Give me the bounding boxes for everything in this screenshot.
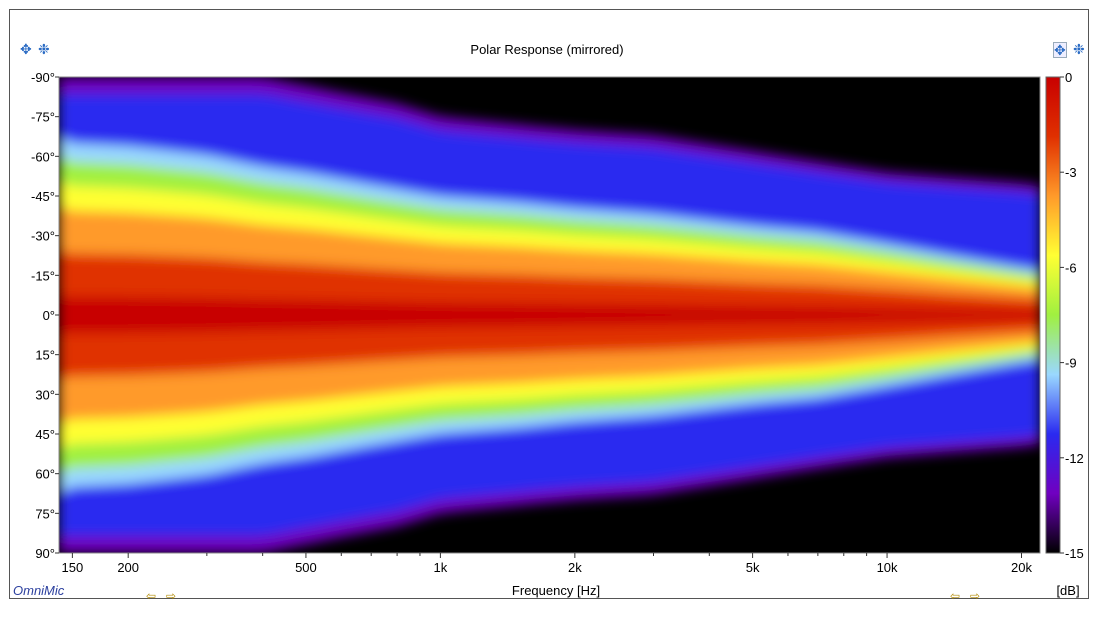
colorbar-tick-label: -9 xyxy=(1065,356,1077,371)
zoom-icon[interactable]: ✥ xyxy=(20,41,32,57)
scroll-right-icon-2[interactable]: ⇨ xyxy=(970,589,981,603)
y-axis-ticks: -90° -75° -60° -45° -30° -15° 0° 15° 30° 45° 60° 75… xyxy=(31,70,59,561)
x-tick-label: 5k xyxy=(746,560,760,575)
scroll-left-icon[interactable]: ⇦ xyxy=(146,589,157,603)
colorbar xyxy=(1045,76,1061,554)
x-tick-label: 10k xyxy=(877,560,898,575)
scroll-right-icon[interactable]: ⇨ xyxy=(166,589,177,603)
y-tick-label: -30° xyxy=(31,229,55,244)
heatmap-band-7 xyxy=(59,296,1040,334)
colorbar-unit: [dB] xyxy=(1056,583,1079,598)
heatmap-plot-area xyxy=(59,77,1040,553)
y-tick-label: -75° xyxy=(31,110,55,125)
colorbar-tick-label: -15 xyxy=(1065,546,1084,561)
chart-frame: Polar Response (mirrored) -90° -75° -60° -4… xyxy=(9,9,1089,603)
x-tick-label: 500 xyxy=(295,560,317,575)
pan-icon-right[interactable]: ❉ xyxy=(1073,41,1085,57)
y-tick-label: 45° xyxy=(35,427,55,442)
y-tick-label: 75° xyxy=(35,506,55,521)
colorbar-tick-label: -3 xyxy=(1065,165,1077,180)
x-tick-label: 1k xyxy=(434,560,448,575)
colorbar-ticks: 0 -3 -6 -9 -12 -15 xyxy=(1060,70,1084,561)
brand-label: OmniMic xyxy=(13,583,65,598)
y-tick-label: -90° xyxy=(31,70,55,85)
x-tick-label: 200 xyxy=(117,560,139,575)
y-tick-label: 90° xyxy=(35,546,55,561)
pan-icon[interactable]: ❉ xyxy=(38,41,50,57)
y-tick-label: 30° xyxy=(35,387,55,402)
y-tick-label: 15° xyxy=(35,348,55,363)
x-tick-label: 2k xyxy=(568,560,582,575)
y-tick-label: -45° xyxy=(31,189,55,204)
x-tick-label: 20k xyxy=(1011,560,1032,575)
y-tick-label: -60° xyxy=(31,149,55,164)
y-tick-label: 0° xyxy=(43,308,55,323)
x-axis-label: Frequency [Hz] xyxy=(512,583,600,598)
y-tick-label: 60° xyxy=(35,467,55,482)
colorbar-tick-label: -6 xyxy=(1065,260,1077,275)
colorbar-tick-label: -12 xyxy=(1065,451,1084,466)
polar-response-chart: Polar Response (mirrored) -90°-75°-60°-4… xyxy=(13,42,1084,598)
chart-title: Polar Response (mirrored) xyxy=(470,42,623,57)
y-tick-label: -15° xyxy=(31,268,55,283)
colorbar-tick-label: 0 xyxy=(1065,70,1072,85)
zoom-icon-right[interactable]: ✥ xyxy=(1053,42,1067,58)
scroll-left-icon-2[interactable]: ⇦ xyxy=(950,589,961,603)
x-axis-ticks: 150 200 500 1k 2k 5k 10k 20k xyxy=(62,553,1032,575)
x-tick-label: 150 xyxy=(62,560,84,575)
